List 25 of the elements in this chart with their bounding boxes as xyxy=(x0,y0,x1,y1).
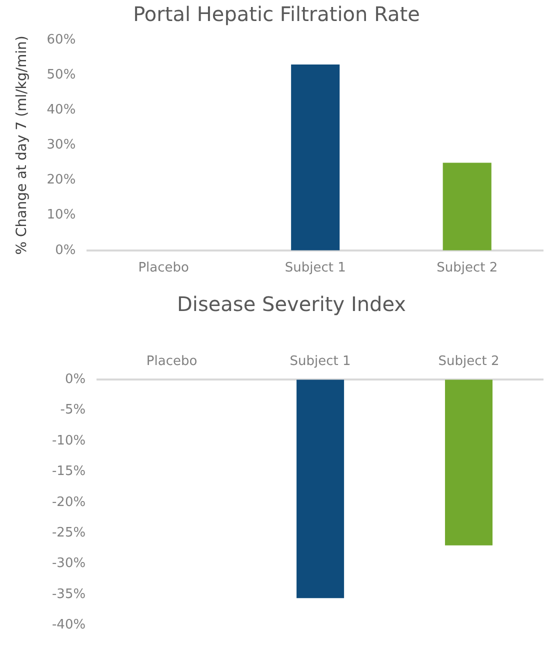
y-tick-label: 10% xyxy=(46,208,76,223)
y-tick-label: 20% xyxy=(46,172,76,188)
y-tick-label: 30% xyxy=(46,138,76,153)
x-tick-label: Subject 2 xyxy=(436,260,498,276)
y-tick-label: 0% xyxy=(64,372,86,387)
y-tick-label: -25% xyxy=(52,525,86,540)
y-tick-label: 0% xyxy=(55,242,76,258)
y-tick-label: -30% xyxy=(52,556,86,572)
x-tick-label: Placebo xyxy=(146,354,198,370)
chart-title: Disease Severity Index xyxy=(176,292,406,316)
x-tick-label: Subject 1 xyxy=(284,260,346,276)
y-tick-label: -20% xyxy=(52,494,86,510)
x-tick-label: Placebo xyxy=(138,260,190,276)
y-tick-label: 40% xyxy=(46,102,76,118)
y-tick-label: -35% xyxy=(52,586,86,602)
y-tick-label: -40% xyxy=(52,618,86,633)
x-tick-label: Subject 1 xyxy=(290,354,351,370)
y-tick-label: 50% xyxy=(46,67,76,82)
y-axis-title: % Change at day 7 (ml/kg/min) xyxy=(14,36,30,255)
y-tick-label: -15% xyxy=(52,464,86,480)
x-tick-label: Subject 2 xyxy=(438,354,500,370)
chart-title: Portal Hepatic Filtration Rate xyxy=(133,2,420,26)
y-tick-label: -10% xyxy=(52,433,86,448)
y-tick-label: 60% xyxy=(46,32,76,48)
y-tick-label: -5% xyxy=(60,402,86,418)
